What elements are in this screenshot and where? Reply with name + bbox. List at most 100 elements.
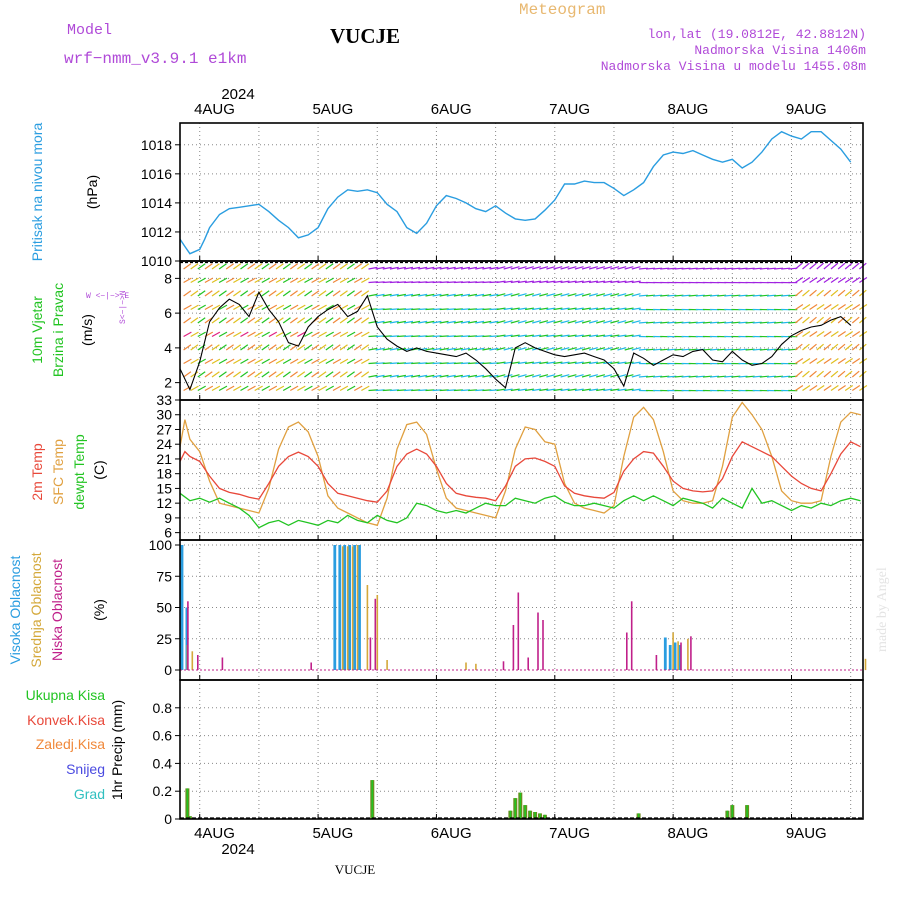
wind-arrow bbox=[375, 266, 385, 270]
wind-arrow bbox=[446, 374, 456, 378]
wind-arrow bbox=[510, 320, 520, 324]
wind-arrow bbox=[837, 358, 846, 364]
wind-arrow bbox=[289, 290, 298, 297]
wind-arrow bbox=[802, 316, 810, 324]
wind-arrow bbox=[339, 317, 348, 324]
wind-arrow bbox=[510, 293, 520, 297]
wind-arrow bbox=[809, 277, 818, 283]
wind-arrow bbox=[282, 304, 292, 311]
cloud-unit: (%) bbox=[91, 599, 107, 621]
y-tick-label: 30 bbox=[156, 407, 172, 423]
wind-arrow bbox=[581, 347, 591, 351]
wind-arrow bbox=[240, 317, 249, 324]
wind-arrow bbox=[517, 280, 527, 284]
wind-arrow bbox=[467, 266, 478, 270]
wind-arrow bbox=[709, 321, 720, 324]
wind-arrow bbox=[183, 358, 192, 365]
wind-arrow bbox=[325, 290, 334, 297]
wind-arrow bbox=[496, 334, 506, 338]
y-tick-label: 2 bbox=[164, 375, 172, 391]
wind-arrow bbox=[624, 361, 634, 365]
wind-arrow bbox=[218, 290, 227, 297]
wind-arrow bbox=[233, 277, 242, 284]
wind-arrow bbox=[190, 344, 199, 351]
wind-arrow bbox=[247, 331, 256, 338]
wind-arrow bbox=[268, 371, 277, 378]
wind-arrow bbox=[503, 266, 513, 270]
wind-arrow bbox=[774, 321, 784, 324]
wind-arrow bbox=[781, 294, 791, 297]
wind-arrow bbox=[660, 375, 670, 378]
wind-arrow bbox=[418, 266, 428, 270]
wind-arrow bbox=[418, 293, 428, 297]
wind-arrow bbox=[645, 348, 656, 351]
wind-arrow bbox=[382, 293, 392, 297]
wind-arrow bbox=[204, 344, 213, 351]
wind-arrow bbox=[667, 321, 677, 324]
wind-arrow bbox=[816, 304, 825, 310]
wind-arrow bbox=[318, 277, 327, 284]
wind-arrow bbox=[368, 266, 378, 270]
wind-arrow bbox=[211, 304, 221, 311]
wind-arrow bbox=[197, 371, 206, 378]
wind-arrow bbox=[631, 334, 641, 338]
wind-arrow bbox=[517, 334, 527, 338]
wind-arrow bbox=[346, 263, 355, 270]
wind-arrow bbox=[731, 321, 741, 324]
wind-arrow bbox=[781, 267, 791, 270]
wind-arrow bbox=[240, 331, 249, 338]
wind-arrow bbox=[596, 280, 606, 284]
wind-arrow bbox=[752, 375, 762, 378]
precip-bar-total bbox=[186, 788, 189, 819]
wind-arrow bbox=[275, 263, 284, 270]
wind-arrow bbox=[211, 385, 221, 392]
wind-arrow bbox=[731, 348, 741, 351]
wind-arrow bbox=[603, 266, 613, 270]
wind-arrow bbox=[311, 263, 320, 270]
wind-arrow bbox=[289, 371, 298, 378]
wind-arrow bbox=[638, 348, 648, 351]
wind-arrow bbox=[339, 385, 349, 392]
wind-arrow bbox=[247, 358, 256, 365]
y-tick-label: 12 bbox=[156, 495, 172, 511]
wind-arrow bbox=[361, 317, 370, 324]
wind-arrow bbox=[475, 293, 485, 297]
wind-arrow bbox=[446, 320, 456, 324]
wind-arrow bbox=[361, 371, 370, 378]
wind-arrow bbox=[802, 358, 811, 364]
wind-arrow bbox=[653, 375, 663, 378]
wind-arrow bbox=[197, 263, 206, 270]
wind-arrow bbox=[304, 344, 313, 351]
wind-arrow bbox=[653, 294, 663, 297]
wind-arrow bbox=[297, 317, 306, 324]
wind-arrow bbox=[375, 374, 385, 378]
wind-arrow bbox=[332, 331, 342, 338]
wind-arrow bbox=[631, 280, 641, 284]
wind-arrow bbox=[837, 331, 846, 337]
wind-arrow bbox=[653, 348, 663, 351]
wind-arrow bbox=[837, 277, 846, 283]
wind-arrow bbox=[304, 317, 313, 324]
y-tick-label: 0.4 bbox=[153, 755, 173, 771]
wind-arrow bbox=[453, 347, 463, 351]
wind-arrow bbox=[268, 358, 278, 365]
wind-arrow bbox=[844, 289, 853, 297]
wind-arrow bbox=[482, 266, 492, 270]
wind-arrow bbox=[510, 374, 520, 378]
bottom-day-label: 7AUG bbox=[549, 825, 590, 842]
wind-arrow bbox=[503, 293, 513, 297]
wind-arrow bbox=[218, 385, 228, 392]
y-tick-label: 25 bbox=[156, 631, 172, 647]
wind-arrow bbox=[510, 280, 520, 284]
precip-unit: 1hr Precip (mm) bbox=[109, 700, 125, 800]
wind-arrow bbox=[766, 348, 776, 351]
wind-arrow bbox=[503, 347, 513, 351]
wind-arrow bbox=[617, 266, 627, 270]
wind-arrow bbox=[766, 294, 776, 297]
wind-arrow bbox=[225, 371, 234, 378]
wind-compass-we: W <−|−> E bbox=[86, 292, 129, 301]
wind-arrow bbox=[631, 374, 641, 378]
wind-arrow bbox=[325, 277, 334, 284]
wind-arrow bbox=[332, 371, 341, 378]
